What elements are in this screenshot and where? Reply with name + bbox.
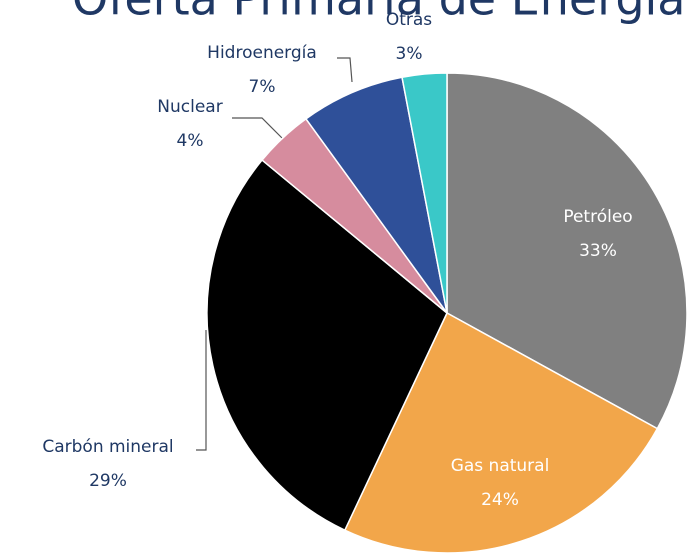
leader-line [232,117,283,139]
slice-value-label: 3% [396,44,423,64]
slice-label: Nuclear [157,97,222,117]
slice-value-label: 33% [579,241,617,261]
slice-label: Otras [386,10,432,30]
pie-slice [343,311,659,554]
chart-title: Oferta Primaria de Energía [72,0,686,26]
slice-value-label: 24% [481,490,519,510]
pie-slice [304,76,448,314]
leader-line [337,57,353,83]
slice-label: Carbón mineral [42,437,173,457]
leader-lines [196,57,353,451]
slice-label: Gas natural [451,456,550,476]
slice-label: Petróleo [563,207,632,227]
slice-label: Hidroenergía [207,43,317,63]
pie-slice [401,72,448,314]
slice-value-label: 4% [177,131,204,151]
slice-value-label: 7% [249,77,276,97]
pie-slice [206,158,448,532]
leader-line [196,330,207,451]
slice-value-label: 29% [89,471,127,491]
pie-slice [446,72,687,430]
